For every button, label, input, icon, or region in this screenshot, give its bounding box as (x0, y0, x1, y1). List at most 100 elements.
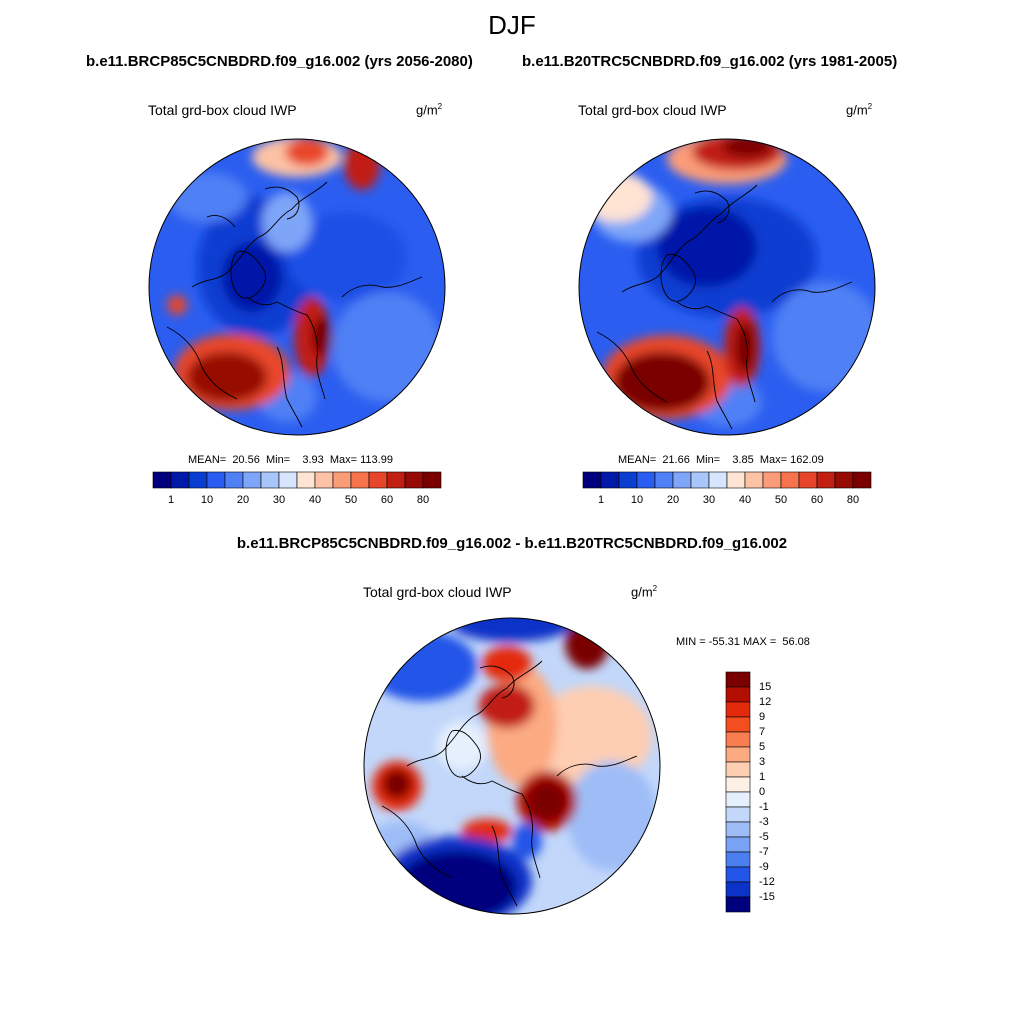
polar-map-future (148, 138, 446, 436)
colorbar-box (314, 471, 334, 489)
colorbar-box (188, 471, 208, 489)
colorbar-tick-label: 10 (630, 494, 644, 506)
colorbar-box (350, 471, 370, 489)
colorbar-box (725, 896, 751, 913)
colorbar-tick-label: 0 (759, 786, 766, 798)
colorbar-box (690, 471, 710, 489)
stats-right: MEAN= 21.66 Min= 3.85 Max= 162.09 (618, 454, 824, 466)
colorbar-box (816, 471, 836, 489)
colorbar-tick-label: -1 (759, 801, 769, 813)
colorbar-box (672, 471, 692, 489)
colorbar-box (582, 471, 602, 489)
stats-diff: MIN = -55.31 MAX = 56.08 (676, 636, 810, 648)
colorbar-box (654, 471, 674, 489)
colorbar-tick-label: 20 (666, 494, 680, 506)
colorbar-tick-label: 15 (759, 681, 772, 693)
colorbar-box (725, 746, 751, 763)
colorbar-box (708, 471, 728, 489)
colorbar-tick-label: 1 (597, 494, 605, 506)
colorbar-tick-label: 50 (344, 494, 358, 506)
colorbar-labels-left: 1 10 20 30 40 50 60 80 (153, 494, 441, 508)
season-title: DJF (488, 10, 536, 40)
colorbar-box (726, 471, 746, 489)
variable-label-left: Total grd-box cloud IWP (148, 102, 297, 118)
variable-label-right: Total grd-box cloud IWP (578, 102, 727, 118)
colorbar-box (725, 671, 751, 688)
colorbar-box (242, 471, 262, 489)
colorbar-tick-label: 80 (846, 494, 860, 506)
colorbar-box (725, 791, 751, 808)
units-label-diff: g/m2 (631, 584, 658, 600)
colorbar-tick-label: -5 (759, 831, 769, 843)
colorbar-box (744, 471, 764, 489)
colorbar-box (852, 471, 872, 489)
colorbar-right (582, 471, 872, 489)
colorbar-tick-label: 60 (810, 494, 824, 506)
colorbar-box (636, 471, 656, 489)
colorbar-tick-label: 1 (167, 494, 175, 506)
colorbar-box (404, 471, 424, 489)
colorbar-tick-label: -7 (759, 846, 769, 858)
colorbar-tick-label: -9 (759, 861, 769, 873)
colorbar-box (725, 716, 751, 733)
colorbar-box (725, 776, 751, 793)
colorbar-box (725, 761, 751, 778)
colorbar-tick-label: 40 (308, 494, 322, 506)
colorbar-box (762, 471, 782, 489)
colorbar-box (386, 471, 406, 489)
colorbar-tick-label: -15 (759, 891, 775, 903)
variable-label-diff: Total grd-box cloud IWP (363, 584, 512, 600)
colorbar-diff (725, 671, 751, 913)
colorbar-box (368, 471, 388, 489)
colorbar-box (725, 701, 751, 718)
colorbar-box (725, 881, 751, 898)
colorbar-box (725, 851, 751, 868)
colorbar-tick-label: 9 (759, 711, 766, 723)
colorbar-tick-label: -3 (759, 816, 769, 828)
colorbar-tick-label: 40 (738, 494, 752, 506)
colorbar-box (725, 806, 751, 823)
colorbar-tick-label: 10 (200, 494, 214, 506)
colorbar-tick-label: -12 (759, 876, 775, 888)
colorbar-tick-label: 50 (774, 494, 788, 506)
units-label-left: g/m2 (416, 102, 443, 118)
colorbar-labels-right: 1 10 20 30 40 50 60 80 (583, 494, 871, 508)
colorbar-tick-label: 3 (759, 756, 766, 768)
colorbar-tick-label: 30 (702, 494, 716, 506)
colorbar-box (834, 471, 854, 489)
colorbar-box (618, 471, 638, 489)
colorbar-box (725, 836, 751, 853)
colorbar-tick-label: 30 (272, 494, 286, 506)
stats-left: MEAN= 20.56 Min= 3.93 Max= 113.99 (188, 454, 393, 466)
colorbar-box (725, 866, 751, 883)
colorbar-box (725, 686, 751, 703)
colorbar-box (170, 471, 190, 489)
colorbar-tick-label: 7 (759, 726, 766, 738)
colorbar-box (798, 471, 818, 489)
colorbar-box (780, 471, 800, 489)
polar-map-difference (363, 617, 661, 915)
colorbar-box (600, 471, 620, 489)
colorbar-tick-label: 12 (759, 696, 772, 708)
colorbar-box (152, 471, 172, 489)
colorbar-box (422, 471, 442, 489)
polar-map-historical (578, 138, 876, 436)
colorbar-tick-label: 1 (759, 771, 766, 783)
colorbar-left (152, 471, 442, 489)
colorbar-box (224, 471, 244, 489)
units-label-right: g/m2 (846, 102, 873, 118)
colorbar-labels-diff: 15 12 9 7 5 3 1 0 -1 -3 -5 -7 -9 -12 -15 (759, 672, 799, 912)
colorbar-box (725, 821, 751, 838)
colorbar-box (296, 471, 316, 489)
colorbar-box (260, 471, 280, 489)
colorbar-tick-label: 80 (416, 494, 430, 506)
colorbar-box (725, 731, 751, 748)
colorbar-tick-label: 20 (236, 494, 250, 506)
case-title-right: b.e11.B20TRC5CNBDRD.f09_g16.002 (yrs 198… (522, 53, 898, 70)
colorbar-tick-label: 5 (759, 741, 766, 753)
colorbar-box (206, 471, 226, 489)
colorbar-box (332, 471, 352, 489)
case-title-left: b.e11.BRCP85C5CNBDRD.f09_g16.002 (yrs 20… (86, 53, 473, 70)
colorbar-box (278, 471, 298, 489)
difference-title: b.e11.BRCP85C5CNBDRD.f09_g16.002 - b.e11… (236, 535, 788, 552)
